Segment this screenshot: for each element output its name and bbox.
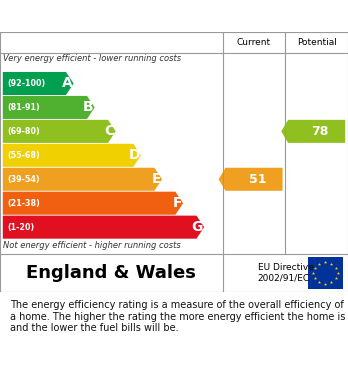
Bar <box>308 257 343 289</box>
Text: G: G <box>192 220 203 234</box>
Text: The energy efficiency rating is a measure of the overall efficiency of a home. T: The energy efficiency rating is a measur… <box>10 300 346 333</box>
Text: (21-38): (21-38) <box>7 199 40 208</box>
Polygon shape <box>281 120 345 143</box>
Text: D: D <box>128 148 140 162</box>
Polygon shape <box>3 96 95 119</box>
Polygon shape <box>3 192 183 215</box>
Text: (55-68): (55-68) <box>7 151 40 160</box>
Text: B: B <box>83 100 94 115</box>
Text: 51: 51 <box>249 173 266 186</box>
Text: (1-20): (1-20) <box>7 222 34 231</box>
Text: Current: Current <box>237 38 271 47</box>
Polygon shape <box>3 144 141 167</box>
Text: (39-54): (39-54) <box>7 175 40 184</box>
Polygon shape <box>3 72 74 95</box>
Text: (81-91): (81-91) <box>7 103 40 112</box>
Polygon shape <box>3 120 116 143</box>
Polygon shape <box>3 168 162 191</box>
Text: Not energy efficient - higher running costs: Not energy efficient - higher running co… <box>3 241 181 250</box>
Text: Potential: Potential <box>297 38 337 47</box>
Text: EU Directive
2002/91/EC: EU Directive 2002/91/EC <box>258 263 314 283</box>
Text: C: C <box>104 124 115 138</box>
Polygon shape <box>219 168 283 191</box>
Text: (69-80): (69-80) <box>7 127 40 136</box>
Text: Energy Efficiency Rating: Energy Efficiency Rating <box>10 9 220 23</box>
Polygon shape <box>3 215 204 239</box>
Text: (92-100): (92-100) <box>7 79 45 88</box>
Text: E: E <box>151 172 161 186</box>
Text: England & Wales: England & Wales <box>26 264 196 282</box>
Text: 78: 78 <box>311 125 329 138</box>
Text: F: F <box>173 196 182 210</box>
Text: A: A <box>62 77 72 90</box>
Text: Very energy efficient - lower running costs: Very energy efficient - lower running co… <box>3 54 181 63</box>
